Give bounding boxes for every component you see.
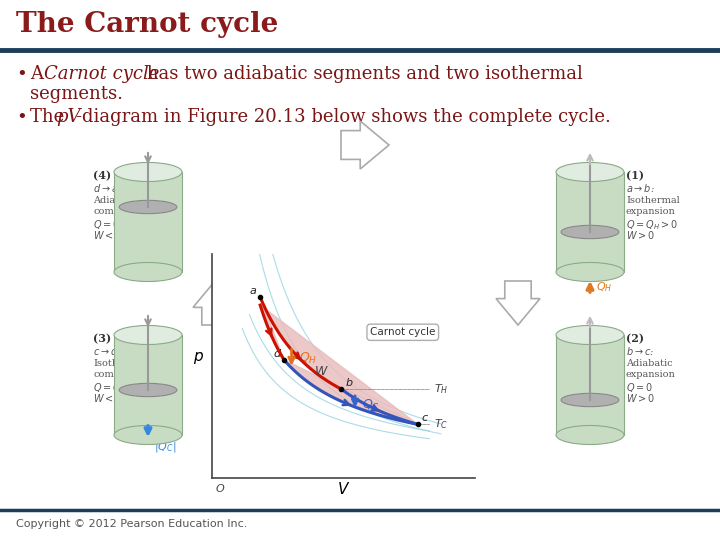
Polygon shape: [496, 281, 540, 325]
Text: Carnot cycle: Carnot cycle: [370, 327, 436, 338]
Text: Isothermal: Isothermal: [93, 359, 147, 368]
Ellipse shape: [556, 163, 624, 181]
Text: Copyright © 2012 Pearson Education Inc.: Copyright © 2012 Pearson Education Inc.: [16, 519, 248, 529]
Text: expansion: expansion: [626, 207, 676, 216]
Polygon shape: [260, 297, 418, 424]
Text: a: a: [250, 286, 256, 296]
Text: $W > 0$: $W > 0$: [626, 392, 655, 404]
Text: compression: compression: [93, 370, 156, 379]
Text: $b \rightarrow c$:: $b \rightarrow c$:: [626, 345, 654, 357]
Text: pV: pV: [56, 108, 81, 126]
Text: Carnot cycle: Carnot cycle: [44, 65, 159, 83]
X-axis label: $V$: $V$: [337, 481, 351, 497]
Text: $c \rightarrow d$:: $c \rightarrow d$:: [93, 345, 121, 357]
Text: $W < 0$: $W < 0$: [93, 392, 122, 404]
Ellipse shape: [119, 383, 177, 397]
Text: $|Q_C|$: $|Q_C|$: [154, 440, 176, 454]
Text: $Q = Q_H > 0$: $Q = Q_H > 0$: [626, 218, 678, 232]
Y-axis label: $p$: $p$: [193, 350, 204, 366]
Text: $O$: $O$: [215, 482, 225, 495]
Text: -diagram in Figure 20.13 below shows the complete cycle.: -diagram in Figure 20.13 below shows the…: [76, 108, 611, 126]
Bar: [556, 172, 624, 272]
Text: The Carnot cycle: The Carnot cycle: [16, 11, 279, 38]
Ellipse shape: [114, 163, 182, 181]
Text: has two adiabatic segments and two isothermal: has two adiabatic segments and two isoth…: [141, 65, 583, 83]
Ellipse shape: [556, 426, 624, 444]
Text: expansion: expansion: [626, 370, 676, 379]
Ellipse shape: [114, 262, 182, 281]
Text: $Q_H$: $Q_H$: [596, 280, 613, 294]
Text: $W$: $W$: [314, 366, 328, 379]
Text: A: A: [30, 65, 49, 83]
Text: $Q_H$: $Q_H$: [299, 351, 317, 366]
Text: $W > 0$: $W > 0$: [626, 229, 655, 241]
Text: compression: compression: [93, 207, 156, 216]
Text: •: •: [16, 108, 27, 126]
Polygon shape: [193, 281, 237, 325]
Text: segments.: segments.: [30, 85, 123, 103]
Text: $T_H$: $T_H$: [434, 382, 449, 396]
Text: The: The: [30, 108, 70, 126]
Text: Adiabatic: Adiabatic: [93, 196, 140, 205]
Ellipse shape: [114, 326, 182, 345]
Bar: [114, 172, 182, 272]
Bar: [556, 335, 624, 435]
Ellipse shape: [561, 393, 619, 407]
Ellipse shape: [119, 200, 177, 214]
Text: d: d: [273, 349, 280, 359]
Text: $d \rightarrow a$:: $d \rightarrow a$:: [93, 182, 122, 194]
Bar: [114, 335, 182, 435]
Text: c: c: [422, 414, 428, 423]
Text: $Q_C$: $Q_C$: [362, 398, 380, 413]
Text: $T_C$: $T_C$: [434, 417, 448, 431]
Text: Isothermal: Isothermal: [626, 196, 680, 205]
Ellipse shape: [556, 326, 624, 345]
Text: (1): (1): [626, 170, 644, 181]
Text: (4): (4): [93, 170, 111, 181]
Text: (3): (3): [93, 333, 111, 344]
Text: •: •: [16, 65, 27, 83]
Text: $Q = 0$: $Q = 0$: [626, 381, 653, 394]
Polygon shape: [341, 398, 389, 446]
Ellipse shape: [114, 426, 182, 444]
Text: $Q = 0$: $Q = 0$: [93, 218, 120, 231]
Text: $a \rightarrow b$:: $a \rightarrow b$:: [626, 182, 654, 194]
Ellipse shape: [556, 262, 624, 281]
Text: b: b: [345, 378, 352, 388]
Text: Adiabatic: Adiabatic: [626, 359, 672, 368]
Text: $Q = Q_C < 0$: $Q = Q_C < 0$: [93, 381, 145, 395]
Ellipse shape: [561, 225, 619, 239]
Polygon shape: [341, 121, 389, 169]
Text: $W < 0$: $W < 0$: [93, 229, 122, 241]
Text: (2): (2): [626, 333, 644, 344]
